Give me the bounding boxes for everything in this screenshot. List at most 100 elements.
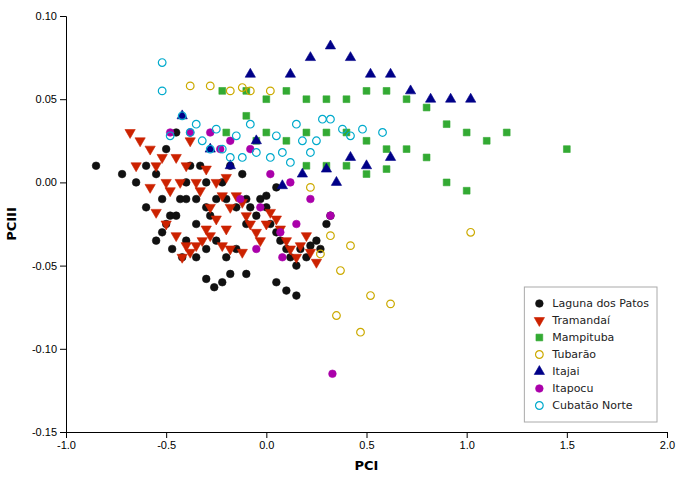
legend-box — [524, 287, 657, 422]
point — [252, 149, 260, 157]
x-axis-tick-label: 0.0 — [259, 439, 274, 451]
points — [92, 40, 570, 378]
series-points — [186, 82, 474, 336]
point — [445, 93, 455, 102]
point — [467, 228, 475, 236]
x-axis-title: PCI — [355, 458, 379, 473]
point — [185, 249, 195, 258]
point — [383, 146, 390, 153]
point — [463, 187, 470, 194]
legend-marker — [536, 334, 543, 341]
point — [327, 212, 335, 220]
legend-marker — [536, 385, 544, 393]
point — [345, 52, 355, 61]
point — [307, 195, 315, 203]
point — [212, 125, 220, 133]
point — [192, 253, 200, 261]
point — [261, 221, 271, 230]
y-axis-tick-mark — [60, 266, 66, 267]
point — [273, 132, 281, 140]
point — [210, 283, 218, 291]
y-axis-tick-label: 0.05 — [36, 93, 57, 105]
legend-marker — [536, 402, 544, 410]
point — [197, 238, 207, 247]
point — [252, 245, 260, 253]
point — [202, 275, 210, 283]
y-axis-tick-label: -0.15 — [32, 426, 57, 438]
point — [132, 179, 140, 187]
point — [206, 82, 214, 90]
x-axis-tick-label: -1.0 — [57, 439, 76, 451]
legend-item: Itapocu — [536, 382, 594, 395]
point — [291, 254, 301, 263]
point — [221, 226, 231, 235]
point — [256, 204, 264, 212]
legend-item: Tubarão — [536, 348, 597, 361]
series-points — [125, 130, 322, 269]
legend: Laguna dos PatosTramandaíMampitubaTubarã… — [524, 287, 657, 422]
point — [305, 249, 315, 258]
point — [241, 213, 251, 222]
point — [168, 245, 176, 253]
point — [246, 87, 254, 95]
legend-marker — [536, 300, 544, 308]
point — [405, 85, 415, 94]
point — [171, 154, 181, 163]
point — [323, 96, 330, 103]
legend-label: Mampituba — [552, 331, 614, 344]
point — [145, 184, 155, 193]
point — [142, 204, 150, 212]
point — [325, 40, 335, 49]
point — [245, 221, 255, 230]
point — [226, 87, 234, 95]
point — [387, 300, 395, 308]
point — [333, 312, 341, 320]
point — [423, 104, 430, 111]
point — [277, 180, 287, 189]
point — [157, 154, 167, 163]
point — [243, 112, 250, 119]
point — [225, 246, 235, 255]
point — [307, 149, 315, 157]
point — [323, 220, 331, 228]
legend-item: Mampituba — [536, 331, 614, 344]
point — [225, 204, 235, 213]
x-axis-tick: -0.5 — [157, 432, 176, 451]
series-points — [92, 129, 334, 300]
point — [246, 204, 254, 212]
point — [151, 163, 161, 172]
point — [195, 188, 205, 197]
point — [221, 174, 231, 183]
point — [327, 232, 335, 240]
point — [205, 233, 215, 242]
point — [347, 242, 355, 250]
y-axis-tick: -0.15 — [32, 426, 66, 438]
legend-label: Cubatão Norte — [552, 399, 632, 412]
point — [238, 154, 246, 162]
point — [151, 209, 161, 218]
x-axis-tick: 1.5 — [560, 432, 575, 451]
point — [293, 292, 301, 300]
point — [313, 237, 321, 245]
point — [403, 146, 410, 153]
point — [232, 132, 240, 140]
point — [186, 129, 194, 137]
point — [311, 259, 321, 268]
point — [118, 170, 126, 178]
point — [363, 87, 370, 94]
point — [331, 176, 341, 185]
point — [92, 162, 100, 170]
point — [463, 129, 470, 136]
point — [251, 135, 261, 144]
point — [483, 137, 490, 144]
y-axis-tick-label: 0.00 — [36, 176, 57, 188]
point — [303, 96, 310, 103]
legend-item: Itajai — [534, 365, 579, 378]
point — [297, 168, 307, 177]
point — [329, 370, 337, 378]
point — [192, 195, 200, 203]
x-axis-tick-label: 2.0 — [660, 439, 675, 451]
point — [281, 238, 291, 247]
x-axis-tick-mark — [166, 432, 167, 438]
y-axis-tick-label: -0.10 — [32, 343, 57, 355]
